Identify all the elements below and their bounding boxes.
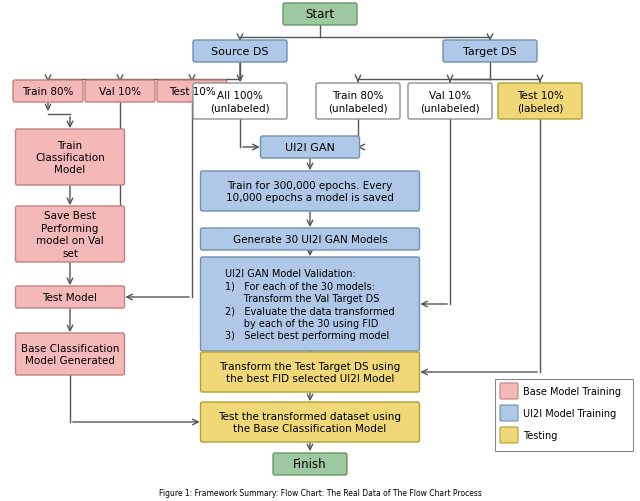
- Text: Test the transformed dataset using
the Base Classification Model: Test the transformed dataset using the B…: [218, 411, 401, 433]
- FancyBboxPatch shape: [193, 41, 287, 63]
- Text: Transform the Test Target DS using
the best FID selected UI2I Model: Transform the Test Target DS using the b…: [220, 361, 401, 383]
- FancyBboxPatch shape: [500, 427, 518, 443]
- Text: Train 80%
(unlabeled): Train 80% (unlabeled): [328, 91, 388, 113]
- FancyBboxPatch shape: [15, 130, 125, 186]
- FancyBboxPatch shape: [15, 206, 125, 263]
- Text: UI2I GAN: UI2I GAN: [285, 143, 335, 153]
- FancyBboxPatch shape: [13, 81, 83, 103]
- Text: Save Best
Performing
model on Val
set: Save Best Performing model on Val set: [36, 211, 104, 258]
- FancyBboxPatch shape: [443, 41, 537, 63]
- FancyBboxPatch shape: [273, 453, 347, 475]
- FancyBboxPatch shape: [200, 172, 419, 211]
- Text: Figure 1: Framework Summary: Flow Chart: The Real Data of The Flow Chart Process: Figure 1: Framework Summary: Flow Chart:…: [159, 488, 481, 497]
- FancyBboxPatch shape: [260, 137, 360, 159]
- FancyBboxPatch shape: [498, 84, 582, 120]
- Text: Testing: Testing: [523, 430, 557, 440]
- Text: Source DS: Source DS: [211, 47, 269, 57]
- FancyBboxPatch shape: [500, 405, 518, 421]
- Text: UI2I GAN Model Validation:
1)   For each of the 30 models:
      Transform the V: UI2I GAN Model Validation: 1) For each o…: [225, 269, 395, 340]
- FancyBboxPatch shape: [500, 383, 518, 399]
- Text: Generate 30 UI2I GAN Models: Generate 30 UI2I GAN Models: [232, 234, 387, 244]
- Text: Train for 300,000 epochs. Every
10,000 epochs a model is saved: Train for 300,000 epochs. Every 10,000 e…: [226, 180, 394, 203]
- FancyBboxPatch shape: [193, 84, 287, 120]
- Text: Base Model Training: Base Model Training: [523, 386, 621, 396]
- Text: Test Model: Test Model: [42, 293, 97, 303]
- FancyBboxPatch shape: [200, 258, 419, 351]
- FancyBboxPatch shape: [283, 4, 357, 26]
- FancyBboxPatch shape: [15, 333, 125, 375]
- Text: Base Classification
Model Generated: Base Classification Model Generated: [21, 343, 119, 365]
- Text: Test 10%
(labeled): Test 10% (labeled): [516, 91, 563, 113]
- Text: Finish: Finish: [293, 457, 327, 470]
- FancyBboxPatch shape: [85, 81, 155, 103]
- FancyBboxPatch shape: [408, 84, 492, 120]
- Text: Train 80%: Train 80%: [22, 87, 74, 97]
- Text: UI2I Model Training: UI2I Model Training: [523, 408, 616, 418]
- Text: All 100%
(unlabeled): All 100% (unlabeled): [210, 91, 270, 113]
- FancyBboxPatch shape: [200, 402, 419, 442]
- FancyBboxPatch shape: [495, 379, 633, 451]
- FancyBboxPatch shape: [15, 287, 125, 309]
- Text: Val 10%: Val 10%: [99, 87, 141, 97]
- Text: Test 10%: Test 10%: [168, 87, 216, 97]
- Text: Target DS: Target DS: [463, 47, 517, 57]
- Text: Train
Classification
Model: Train Classification Model: [35, 140, 105, 175]
- Text: Val 10%
(unlabeled): Val 10% (unlabeled): [420, 91, 480, 113]
- FancyBboxPatch shape: [316, 84, 400, 120]
- FancyBboxPatch shape: [200, 228, 419, 250]
- Text: Start: Start: [305, 9, 335, 22]
- FancyBboxPatch shape: [200, 352, 419, 392]
- FancyBboxPatch shape: [157, 81, 227, 103]
